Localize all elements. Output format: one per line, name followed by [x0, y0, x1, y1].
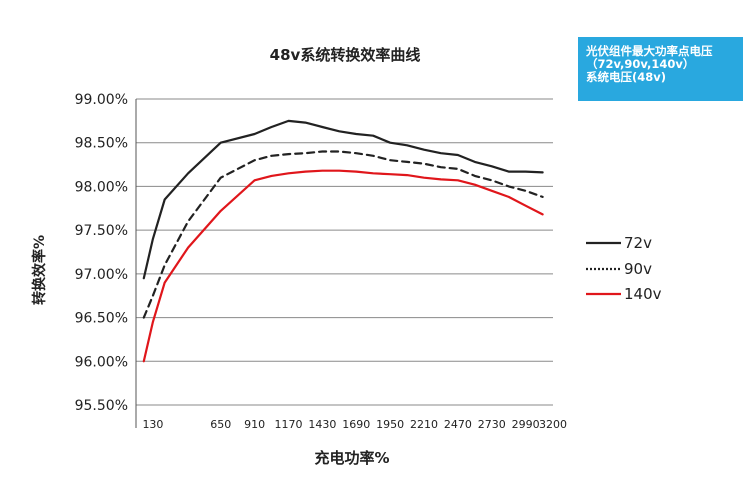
y-tick-label: 98.50% [75, 136, 128, 152]
legend-label-72v: 72v [624, 234, 652, 252]
legend-label-90v: 90v [624, 260, 652, 278]
x-tick-label: 2470 [444, 418, 472, 431]
y-tick-label: 99.00% [75, 92, 128, 108]
x-tick-label: 130 [142, 418, 163, 431]
x-tick-label: 3200 [539, 418, 567, 431]
x-tick-label: 2990 [512, 418, 540, 431]
y-axis-label: 转换效率% [31, 235, 48, 305]
info-box-line-1: 光伏组件最大功率点电压 [586, 44, 713, 58]
series-line-72v [142, 119, 544, 280]
y-tick-label: 96.00% [75, 354, 128, 370]
x-axis-label: 充电功率% [314, 449, 389, 467]
y-tick-label: 98.00% [75, 179, 128, 195]
x-tick-label: 1950 [376, 418, 404, 431]
series-line-140v [142, 169, 544, 363]
x-tick-label: 910 [244, 418, 265, 431]
x-tick-label: 650 [210, 418, 231, 431]
chart-title: 48v系统转换效率曲线 [270, 46, 421, 64]
series-lines [142, 119, 544, 363]
x-tick-label: 2210 [410, 418, 438, 431]
y-tick-label: 95.50% [75, 398, 128, 414]
legend-label-140v: 140v [624, 285, 662, 303]
info-box-line-3: 系统电压(48v) [586, 70, 667, 84]
system-voltage-info-box: 光伏组件最大功率点电压 （72v,90v,140v） 系统电压(48v) [578, 37, 743, 101]
x-tick-label: 2730 [478, 418, 506, 431]
grid-lines [135, 98, 553, 428]
x-tick-labels: 130 650 910 1170 1430 1690 1950 2210 2470 2730 299… [142, 418, 567, 431]
y-tick-label: 97.00% [75, 267, 128, 283]
info-box-line-2: （72v,90v,140v） [586, 57, 695, 71]
y-tick-label: 97.50% [75, 223, 128, 239]
x-tick-label: 1690 [342, 418, 370, 431]
series-line-90v [142, 150, 544, 319]
y-tick-labels: 99.00% 98.50% 98.00% 97.50% 97.00% 96.50% 96.0… [75, 92, 128, 414]
x-tick-label: 1170 [274, 418, 302, 431]
x-tick-label: 1430 [308, 418, 336, 431]
y-tick-label: 96.50% [75, 311, 128, 327]
legend: 72v 90v 140v [586, 234, 662, 303]
